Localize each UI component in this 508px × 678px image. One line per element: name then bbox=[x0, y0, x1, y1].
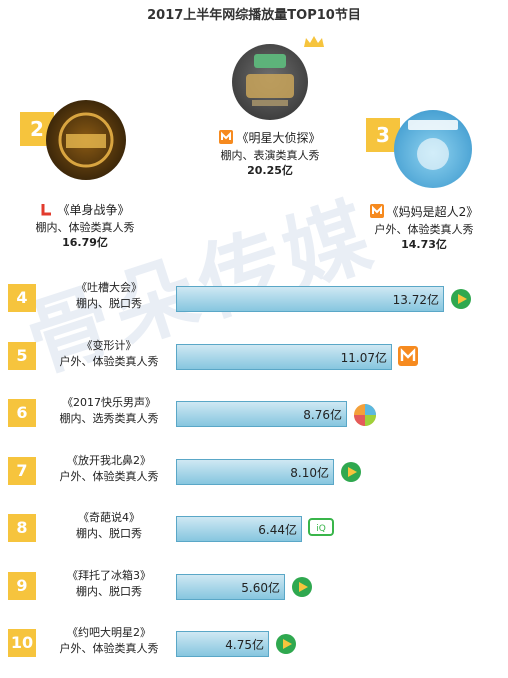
bar-subtitle: 棚内、选秀类真人秀 bbox=[59, 412, 159, 425]
bar-category: 《放开我北鼻2》 bbox=[67, 453, 151, 467]
bar: 11.07亿 bbox=[176, 343, 392, 370]
rank-badge: 9 bbox=[8, 571, 36, 600]
bar-row: 9 《拜托了冰箱3》 棚内、脱口秀 5.60亿 bbox=[0, 564, 508, 614]
rank-badge: 10 bbox=[8, 629, 36, 657]
bar-label: 《奇葩说4》 棚内、脱口秀 bbox=[44, 510, 174, 542]
top2-name: 《单身战争》 bbox=[57, 203, 130, 217]
bar-value-label: 5.60亿 bbox=[241, 580, 280, 595]
bar: 8.76亿 bbox=[176, 401, 347, 427]
bar-label: 《放开我北鼻2》 户外、体验类真人秀 bbox=[44, 453, 174, 485]
bar-label: 《吐槽大会》 棚内、脱口秀 bbox=[44, 280, 174, 312]
bar-row: 4 《吐槽大会》 棚内、脱口秀 13.72亿 bbox=[0, 276, 508, 326]
bar-label: 《变形计》户外、体验类真人秀 bbox=[44, 338, 174, 370]
top1-value: 20.25亿 bbox=[247, 164, 293, 177]
bar-category: 《变形计》 bbox=[81, 338, 137, 352]
top3-value: 14.73亿 bbox=[401, 238, 447, 251]
bar-category: 《吐槽大会》 bbox=[76, 281, 142, 294]
tencent-video-icon bbox=[275, 633, 297, 659]
rank-badge: 4 bbox=[8, 284, 36, 312]
bar-value-label: 6.44亿 bbox=[258, 523, 297, 537]
bar-subtitle: 户外、体验类真人秀 bbox=[59, 354, 159, 368]
poster-art-2 bbox=[58, 112, 114, 168]
bar-category: 《约吧大明星2》 bbox=[67, 626, 151, 639]
bar-label: 《2017快乐男声》 棚内、选秀类真人秀 bbox=[44, 395, 174, 427]
top3-name: 《妈妈是超人2》 bbox=[386, 205, 479, 219]
top1-category: 棚内、表演类真人秀 bbox=[220, 149, 320, 162]
mango-tv-icon bbox=[219, 130, 234, 148]
pie-icon bbox=[353, 403, 377, 431]
bar: 6.44亿 bbox=[176, 516, 302, 542]
bar-row: 7 《放开我北鼻2》 户外、体验类真人秀 8.10亿 bbox=[0, 449, 508, 499]
mango-tv-icon bbox=[369, 204, 384, 222]
bar-subtitle: 棚内、脱口秀 bbox=[76, 584, 142, 598]
bar-category: 《2017快乐男声》 bbox=[62, 396, 156, 409]
show-poster-2 bbox=[46, 100, 126, 180]
show-poster-1 bbox=[232, 44, 308, 120]
crown-icon bbox=[302, 34, 326, 48]
top2-text: 《单身战争》 棚内、体验类真人秀 16.79亿 bbox=[0, 202, 170, 250]
top3-category: 户外、体验类真人秀 bbox=[374, 223, 474, 236]
tencent-video-icon bbox=[450, 288, 472, 314]
bar-label: 《约吧大明星2》 户外、体验类真人秀 bbox=[44, 625, 174, 657]
bar-subtitle: 户外、体验类真人秀 bbox=[59, 642, 159, 655]
bar-subtitle: 棚内、脱口秀 bbox=[76, 527, 142, 540]
bar-value-label: 4.75亿 bbox=[225, 638, 264, 652]
bar-label: 《拜托了冰箱3》 棚内、脱口秀 bbox=[44, 568, 174, 600]
bar: 8.10亿 bbox=[176, 458, 334, 485]
poster-art-1 bbox=[246, 54, 294, 106]
letv-icon bbox=[40, 202, 54, 220]
bar-category: 《奇葩说4》 bbox=[78, 511, 140, 524]
top2-category: 棚内、体验类真人秀 bbox=[35, 221, 135, 234]
iqiyi-icon: iQ bbox=[308, 518, 334, 540]
rank-badge: 5 bbox=[8, 341, 36, 370]
bar: 13.72亿 bbox=[176, 286, 444, 312]
bar-row: 10 《约吧大明星2》 户外、体验类真人秀 4.75亿 bbox=[0, 621, 508, 671]
svg-text:iQ: iQ bbox=[316, 524, 326, 534]
top1-name: 《明星大侦探》 bbox=[236, 131, 321, 145]
rank-badge: 8 bbox=[8, 514, 36, 542]
bar-row: 6 《2017快乐男声》 棚内、选秀类真人秀 8.76亿 bbox=[0, 391, 508, 441]
bar-subtitle: 棚内、脱口秀 bbox=[76, 297, 142, 310]
rank-badge-3: 3 bbox=[366, 118, 400, 152]
bar-value-label: 8.76亿 bbox=[303, 408, 342, 422]
rank-badge: 6 bbox=[8, 399, 36, 427]
bar-category: 《拜托了冰箱3》 bbox=[67, 568, 151, 582]
chart-title: 2017上半年网综播放量TOP10节目 bbox=[147, 8, 361, 23]
poster-art-3 bbox=[408, 120, 458, 170]
bar-row: 5 《变形计》户外、体验类真人秀 11.07亿 bbox=[0, 334, 508, 384]
bar-value-label: 11.07亿 bbox=[340, 350, 387, 365]
top3-text: 《妈妈是超人2》 户外、体验类真人秀 14.73亿 bbox=[340, 204, 508, 252]
rank-badge: 7 bbox=[8, 456, 36, 485]
tencent-video-icon bbox=[291, 576, 313, 602]
show-poster-3 bbox=[394, 110, 472, 188]
tencent-video-icon bbox=[340, 461, 362, 487]
top1-text: 《明星大侦探》 棚内、表演类真人秀 20.25亿 bbox=[170, 130, 370, 178]
bar-row: 8 《奇葩说4》 棚内、脱口秀 6.44亿 iQ bbox=[0, 506, 508, 556]
bar: 5.60亿 bbox=[176, 573, 285, 600]
bar-value-label: 13.72亿 bbox=[392, 293, 439, 307]
bar-subtitle: 户外、体验类真人秀 bbox=[59, 469, 159, 483]
bar: 4.75亿 bbox=[176, 631, 269, 657]
top2-value: 16.79亿 bbox=[62, 236, 108, 249]
mango-tv-icon bbox=[398, 345, 418, 370]
bar-value-label: 8.10亿 bbox=[290, 465, 329, 480]
